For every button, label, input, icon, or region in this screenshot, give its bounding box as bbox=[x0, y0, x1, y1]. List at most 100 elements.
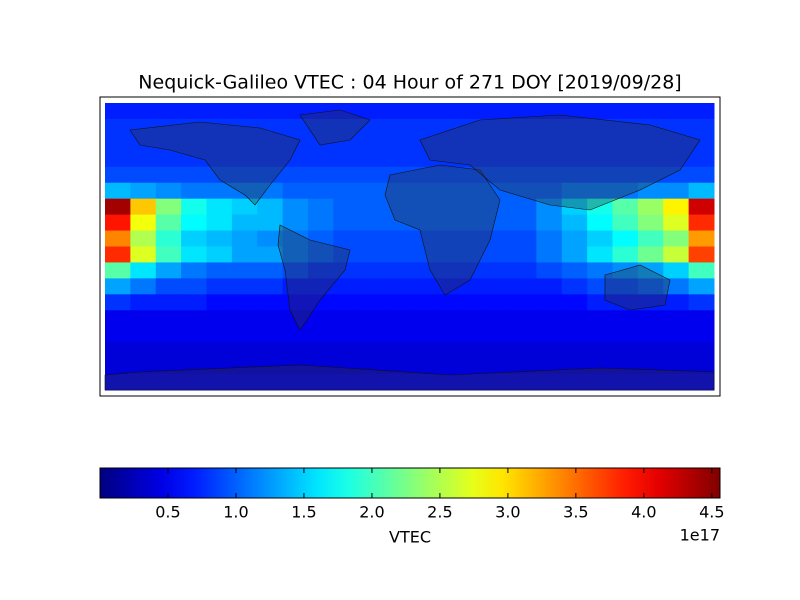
heatmap-cell bbox=[282, 134, 309, 152]
heatmap-cell bbox=[130, 278, 157, 295]
heatmap-cell bbox=[333, 278, 360, 295]
heatmap-cell bbox=[663, 118, 690, 136]
heatmap-cell bbox=[688, 166, 715, 184]
heatmap-cell bbox=[206, 230, 233, 247]
heatmap-cell bbox=[460, 294, 487, 311]
heatmap-cell bbox=[409, 214, 436, 232]
heatmap-cell bbox=[637, 326, 664, 343]
heatmap-cell bbox=[155, 262, 182, 279]
heatmap-cell bbox=[587, 230, 613, 247]
heatmap-cell bbox=[637, 230, 664, 247]
heatmap-cell bbox=[485, 374, 512, 391]
heatmap-cell bbox=[358, 150, 385, 168]
heatmap-cell bbox=[485, 342, 512, 359]
heatmap-cell bbox=[206, 134, 233, 152]
heatmap-cell bbox=[587, 246, 613, 263]
heatmap-cell bbox=[587, 198, 613, 216]
heatmap-cell bbox=[663, 374, 690, 391]
heatmap-cell bbox=[130, 214, 157, 232]
heatmap-cell bbox=[434, 342, 461, 359]
heatmap-cell bbox=[308, 198, 334, 216]
heatmap-cell bbox=[384, 103, 410, 120]
heatmap-cell bbox=[105, 262, 131, 279]
heatmap-cell bbox=[587, 214, 613, 232]
heatmap-cell bbox=[612, 103, 639, 120]
heatmap-cell bbox=[485, 326, 512, 343]
heatmap-cell bbox=[561, 118, 588, 136]
heatmap-cell bbox=[130, 150, 157, 168]
heatmap-cell bbox=[663, 230, 690, 247]
heatmap-cell bbox=[130, 246, 157, 263]
heatmap-cell bbox=[587, 374, 613, 391]
heatmap-cell bbox=[282, 342, 309, 359]
heatmap-cell bbox=[384, 294, 410, 311]
heatmap-cell bbox=[257, 246, 284, 263]
heatmap-cell bbox=[485, 182, 512, 200]
heatmap-cell bbox=[231, 326, 258, 343]
heatmap-cell bbox=[485, 166, 512, 184]
heatmap-cell bbox=[511, 118, 537, 136]
heatmap-cell bbox=[663, 103, 690, 120]
heatmap-cell bbox=[231, 230, 258, 247]
heatmap-cell bbox=[155, 150, 182, 168]
heatmap-cell bbox=[460, 166, 487, 184]
heatmap-cell bbox=[460, 326, 487, 343]
heatmap-cell bbox=[333, 262, 360, 279]
heatmap-cell bbox=[460, 278, 487, 295]
heatmap-cell bbox=[511, 198, 537, 216]
heatmap-cell bbox=[536, 166, 563, 184]
heatmap-cell bbox=[282, 214, 309, 232]
heatmap-cell bbox=[181, 278, 207, 295]
heatmap-cell bbox=[511, 262, 537, 279]
heatmap-cell bbox=[536, 182, 563, 200]
heatmap-cell bbox=[663, 198, 690, 216]
heatmap-cell bbox=[536, 310, 563, 327]
heatmap-cell bbox=[409, 374, 436, 391]
heatmap-cell bbox=[511, 246, 537, 263]
heatmap-cell bbox=[105, 214, 131, 232]
heatmap-cell bbox=[257, 150, 284, 168]
chart-title: Nequick-Galileo VTEC : 04 Hour of 271 DO… bbox=[138, 72, 681, 94]
heatmap-cell bbox=[155, 374, 182, 391]
heatmap-cell bbox=[409, 246, 436, 263]
heatmap-cell bbox=[384, 214, 410, 232]
heatmap-cell bbox=[358, 103, 385, 120]
heatmap-cell bbox=[231, 262, 258, 279]
heatmap-cell bbox=[155, 134, 182, 152]
heatmap-cell bbox=[231, 134, 258, 152]
heatmap-cell bbox=[637, 150, 664, 168]
heatmap-cell bbox=[688, 262, 715, 279]
heatmap-cell bbox=[206, 262, 233, 279]
colorbar-tick-label: 3.0 bbox=[495, 503, 520, 522]
heatmap-cell bbox=[460, 118, 487, 136]
heatmap-cell bbox=[155, 230, 182, 247]
heatmap-cell bbox=[206, 358, 233, 375]
heatmap-cell bbox=[333, 118, 360, 136]
heatmap-cell bbox=[612, 134, 639, 152]
heatmap-cell bbox=[358, 262, 385, 279]
heatmap-cell bbox=[130, 342, 157, 359]
heatmap-cell bbox=[206, 310, 233, 327]
heatmap-cell bbox=[384, 342, 410, 359]
heatmap-cell bbox=[384, 374, 410, 391]
heatmap-cell bbox=[434, 310, 461, 327]
heatmap-cell bbox=[181, 326, 207, 343]
heatmap-cell bbox=[358, 342, 385, 359]
heatmap-cell bbox=[587, 150, 613, 168]
heatmap-cell bbox=[434, 118, 461, 136]
heatmap-cell bbox=[637, 198, 664, 216]
heatmap-cell bbox=[612, 374, 639, 391]
heatmap-cell bbox=[257, 118, 284, 136]
heatmap-cell bbox=[561, 278, 588, 295]
heatmap-cell bbox=[460, 310, 487, 327]
heatmap-cell bbox=[231, 118, 258, 136]
heatmap-cell bbox=[231, 294, 258, 311]
heatmap-cell bbox=[561, 342, 588, 359]
heatmap-cell bbox=[181, 294, 207, 311]
heatmap-cell bbox=[257, 310, 284, 327]
heatmap-cell bbox=[333, 310, 360, 327]
heatmap-cell bbox=[460, 134, 487, 152]
heatmap-cell bbox=[688, 326, 715, 343]
heatmap-cell bbox=[257, 262, 284, 279]
heatmap-cell bbox=[434, 358, 461, 375]
